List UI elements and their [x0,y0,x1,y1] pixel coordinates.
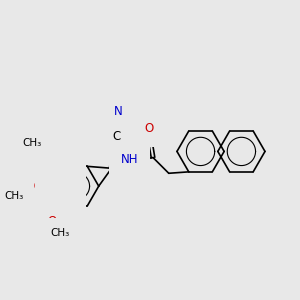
Text: C: C [112,130,121,142]
Text: O: O [145,122,154,136]
Text: O: O [42,147,51,160]
Text: O: O [26,180,35,193]
Text: CH₃: CH₃ [22,139,42,148]
Text: O: O [47,215,56,228]
Text: CH₃: CH₃ [5,191,24,201]
Text: NH: NH [121,153,138,166]
Text: N: N [114,105,122,118]
Text: CH₃: CH₃ [50,228,70,238]
